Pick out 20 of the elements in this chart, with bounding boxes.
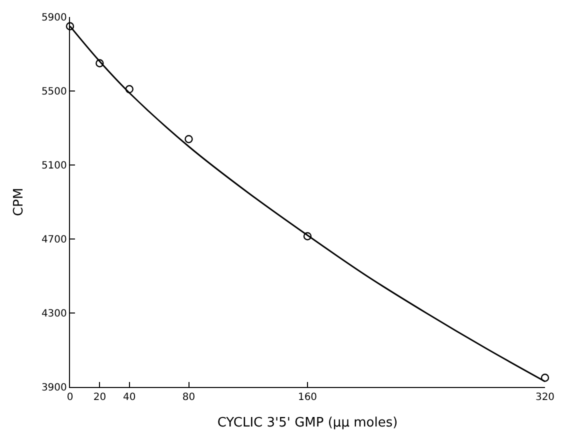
y-tick-label: 5900 bbox=[41, 12, 67, 24]
point bbox=[184, 135, 193, 144]
x-tick-label: 320 bbox=[535, 392, 555, 404]
point bbox=[125, 85, 134, 94]
x-tick-label: 80 bbox=[182, 392, 196, 404]
y-tick-label: 4700 bbox=[41, 234, 67, 246]
point bbox=[66, 22, 74, 30]
y-tick-label: 3900 bbox=[41, 382, 67, 394]
y-tick-label: 5500 bbox=[41, 86, 67, 98]
x-tick-label: 160 bbox=[298, 392, 318, 404]
point bbox=[303, 232, 312, 240]
point bbox=[540, 374, 550, 382]
y-axis-title: CPM bbox=[11, 188, 26, 216]
y-tick-label: 4300 bbox=[41, 308, 67, 320]
x-tick-label: 20 bbox=[93, 392, 106, 404]
y-tick-label: 5100 bbox=[41, 160, 67, 172]
x-tick-label: 0 bbox=[66, 392, 74, 404]
x-tick-label: 40 bbox=[123, 392, 136, 404]
point bbox=[96, 59, 104, 68]
x-axis-title: CYCLIC 3'5' GMP (μμ moles) bbox=[217, 416, 398, 431]
